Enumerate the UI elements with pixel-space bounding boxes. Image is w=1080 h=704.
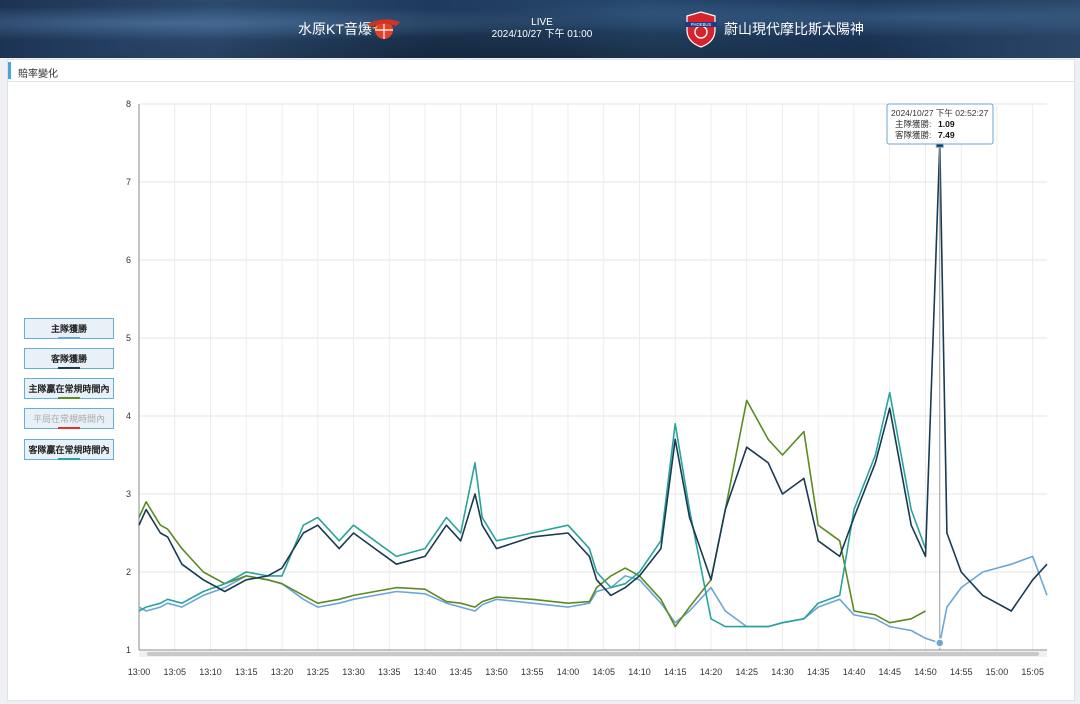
x-tick-label: 13:20 <box>271 667 294 677</box>
x-tick-label: 13:15 <box>235 667 258 677</box>
x-tick-label: 14:25 <box>735 667 758 677</box>
away-team-logo-icon: PHOEBUS <box>685 11 717 48</box>
x-tick-label: 14:15 <box>664 667 687 677</box>
tooltip-marker-home <box>935 638 945 648</box>
legend-label: 主隊獲勝 <box>50 324 87 334</box>
legend-swatch <box>58 427 80 429</box>
legend-swatch <box>58 367 80 369</box>
tooltip-label: 主隊獲勝: <box>895 119 931 129</box>
y-tick-label: 6 <box>126 255 131 265</box>
x-tick-label: 13:55 <box>521 667 544 677</box>
y-tick-label: 4 <box>126 411 131 421</box>
x-tick-label: 13:30 <box>342 667 365 677</box>
x-tick-label: 13:40 <box>414 667 437 677</box>
panel-title: 賠率變化 <box>18 69 58 80</box>
home-team-name[interactable]: 水原KT音爆 <box>298 21 372 37</box>
y-tick-label: 2 <box>126 567 131 577</box>
x-tick-label: 13:35 <box>378 667 401 677</box>
series-line-1 <box>138 143 1048 612</box>
legend-swatch <box>58 337 80 339</box>
legend-item-away-win-regular[interactable]: 客隊贏在常規時間內 <box>24 439 114 460</box>
header-background <box>0 0 1080 58</box>
odds-panel: 賠率變化 <box>7 59 1075 701</box>
x-tick-label: 14:40 <box>843 667 866 677</box>
y-tick-label: 8 <box>126 99 131 109</box>
tooltip-label: 客隊獲勝: <box>895 130 931 140</box>
x-tick-label: 13:05 <box>163 667 186 677</box>
x-tick-label: 14:35 <box>807 667 830 677</box>
legend-label: 主隊贏在常規時間內 <box>28 384 110 394</box>
x-tick-label: 14:05 <box>592 667 615 677</box>
match-header: 水原KT音爆 LIVE 2024/10/27 下午 01:00 PHOEBUS … <box>0 0 1080 58</box>
tooltip-value: 7.49 <box>938 130 955 140</box>
x-tick-label: 13:45 <box>449 667 472 677</box>
y-tick-label: 5 <box>126 333 131 343</box>
legend-swatch <box>58 458 80 460</box>
x-tick-label: 14:20 <box>700 667 723 677</box>
x-tick-label: 15:00 <box>986 667 1009 677</box>
tooltip-value: 1.09 <box>938 119 955 129</box>
legend-label: 客隊獲勝 <box>50 354 87 364</box>
x-tick-label: 14:30 <box>771 667 794 677</box>
legend-label: 平局在常規時間內 <box>32 414 105 424</box>
panel-title-accent <box>8 62 11 79</box>
legend-item-away-win[interactable]: 客隊獲勝 <box>24 348 114 369</box>
legend-item-home-win[interactable]: 主隊獲勝 <box>24 318 114 339</box>
panel-title-bar: 賠率變化 <box>8 60 1074 82</box>
tooltip-box <box>886 103 994 145</box>
y-tick-label: 1 <box>126 645 131 655</box>
legend-item-draw-regular[interactable]: 平局在常規時間內 <box>24 408 114 429</box>
x-tick-label: 15:05 <box>1021 667 1044 677</box>
away-team-name[interactable]: 蔚山現代摩比斯太陽神 <box>724 21 864 37</box>
x-tick-label: 14:10 <box>628 667 651 677</box>
series-line-3 <box>138 391 927 628</box>
away-logo-text: PHOEBUS <box>691 22 712 27</box>
x-tick-label: 13:10 <box>199 667 222 677</box>
live-label: LIVE <box>531 17 553 28</box>
x-tick-label: 13:50 <box>485 667 508 677</box>
home-team-logo-icon <box>368 19 400 39</box>
navigator-handle <box>147 652 1039 656</box>
tooltip-time: 2024/10/27 下午 02:52:27 <box>891 108 989 118</box>
legend-item-home-win-regular[interactable]: 主隊贏在常規時間內 <box>24 378 114 399</box>
x-tick-label: 14:55 <box>950 667 973 677</box>
series-line-2 <box>138 399 926 628</box>
x-tick-label: 14:00 <box>557 667 580 677</box>
x-tick-label: 14:45 <box>878 667 901 677</box>
match-status: LIVE 2024/10/27 下午 01:00 <box>490 17 594 41</box>
y-tick-label: 7 <box>126 177 131 187</box>
y-tick-label: 3 <box>126 489 131 499</box>
match-datetime: 2024/10/27 下午 01:00 <box>491 29 593 40</box>
legend-swatch <box>58 397 80 399</box>
x-tick-label: 13:00 <box>128 667 151 677</box>
legend-label: 客隊贏在常規時間內 <box>28 445 110 455</box>
x-tick-label: 14:50 <box>914 667 937 677</box>
x-tick-label: 13:25 <box>306 667 329 677</box>
